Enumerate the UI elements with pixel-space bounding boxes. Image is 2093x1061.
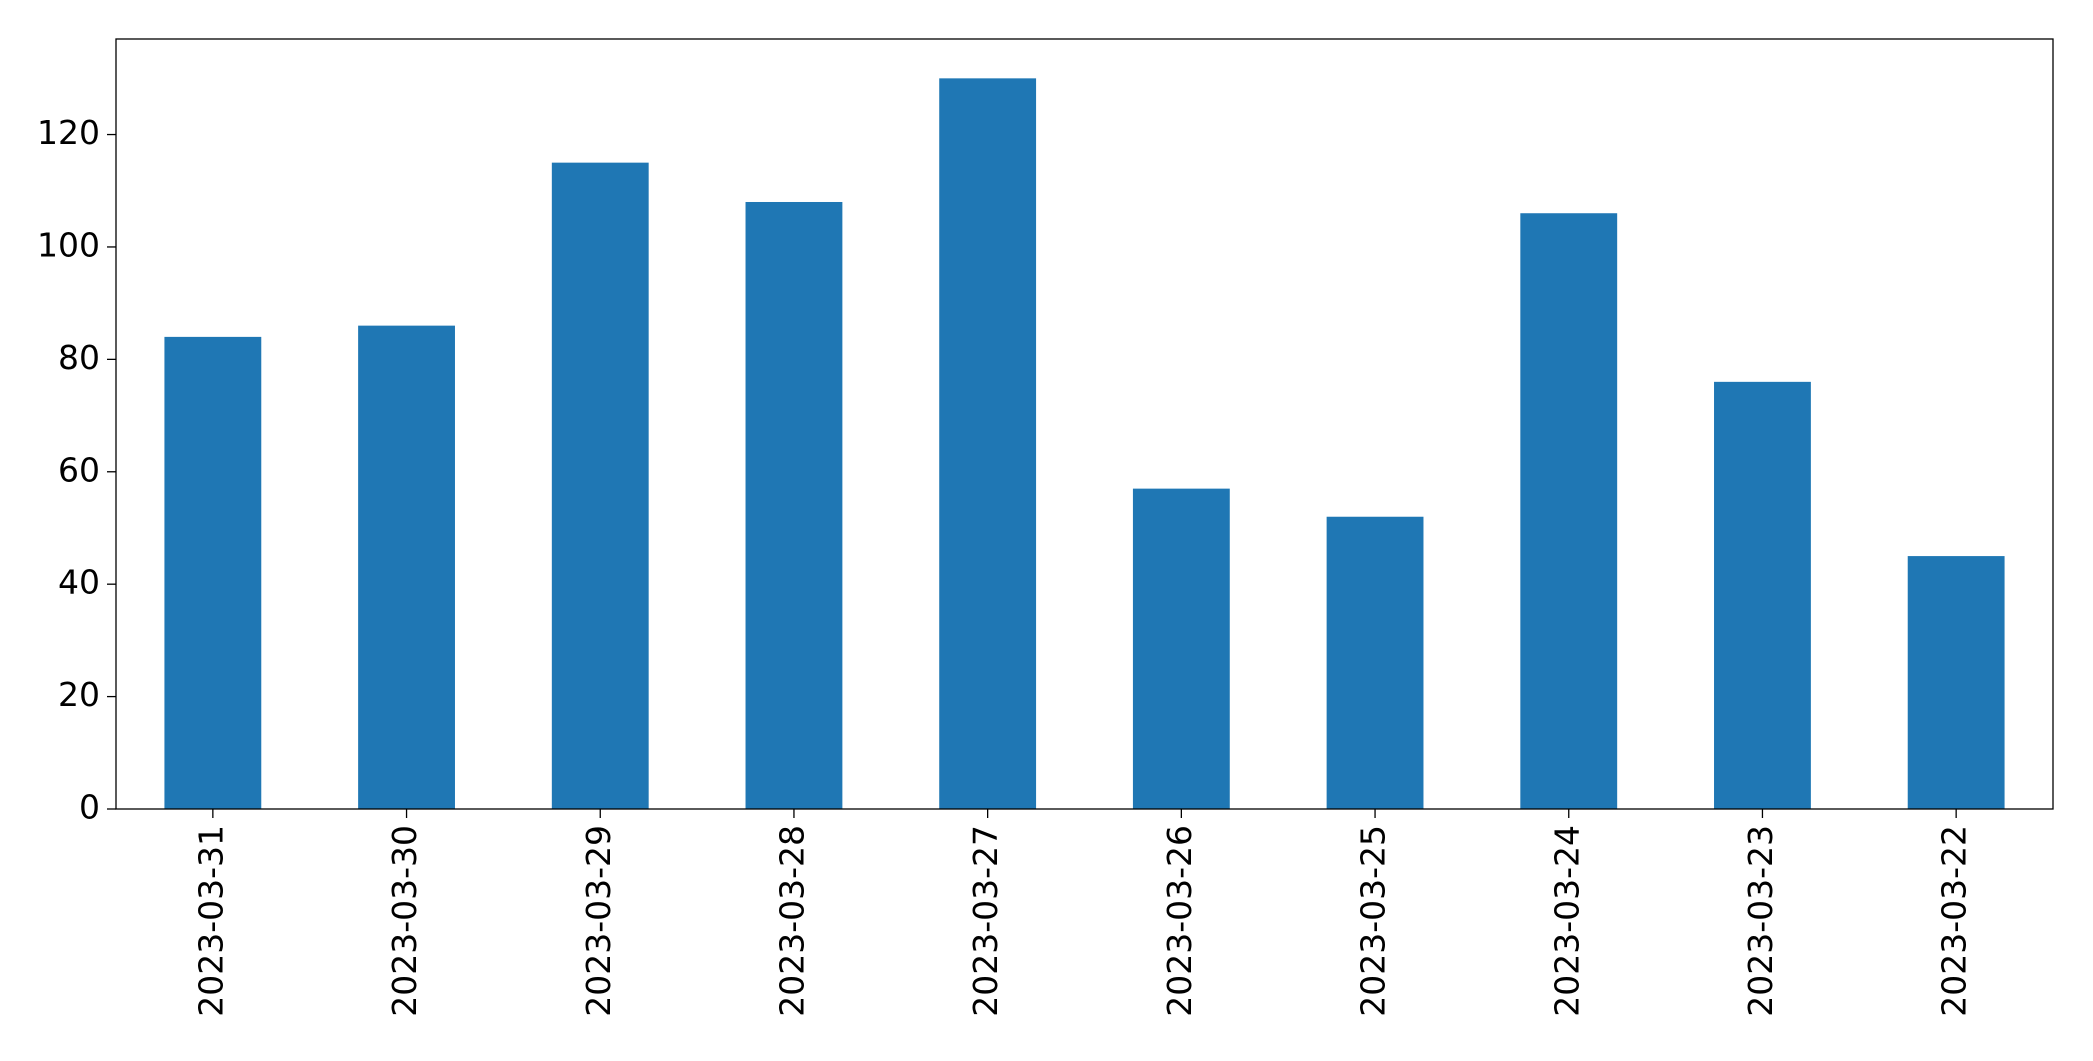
x-tick-label: 2023-03-28	[772, 825, 811, 1017]
bar	[1132, 488, 1230, 809]
y-tick-label: 120	[37, 113, 100, 152]
x-tick-label: 2023-03-22	[1935, 825, 1974, 1017]
y-tick-label: 100	[37, 225, 100, 264]
x-tick-label: 2023-03-26	[1160, 825, 1199, 1017]
y-tick-label: 0	[79, 788, 100, 827]
bar	[1326, 516, 1424, 809]
x-tick-label: 2023-03-24	[1547, 825, 1586, 1017]
bar	[1907, 556, 2005, 809]
bar	[939, 78, 1037, 809]
y-tick-label: 60	[58, 450, 100, 489]
bar	[1520, 213, 1618, 809]
y-tick-label: 40	[58, 563, 100, 602]
bar	[164, 336, 262, 809]
x-tick-label: 2023-03-25	[1354, 825, 1393, 1017]
x-tick-label: 2023-03-31	[191, 825, 230, 1017]
y-tick-label: 80	[58, 338, 100, 377]
bar	[1714, 381, 1811, 809]
bar	[358, 325, 455, 809]
plot-frame	[115, 38, 2054, 810]
y-tick-label: 20	[58, 675, 100, 714]
x-tick-label: 2023-03-27	[966, 825, 1005, 1017]
bar	[551, 162, 649, 809]
x-tick-label: 2023-03-30	[385, 825, 424, 1017]
bar	[745, 201, 843, 810]
x-tick-label: 2023-03-29	[579, 825, 618, 1017]
x-tick-label: 2023-03-23	[1741, 825, 1780, 1017]
